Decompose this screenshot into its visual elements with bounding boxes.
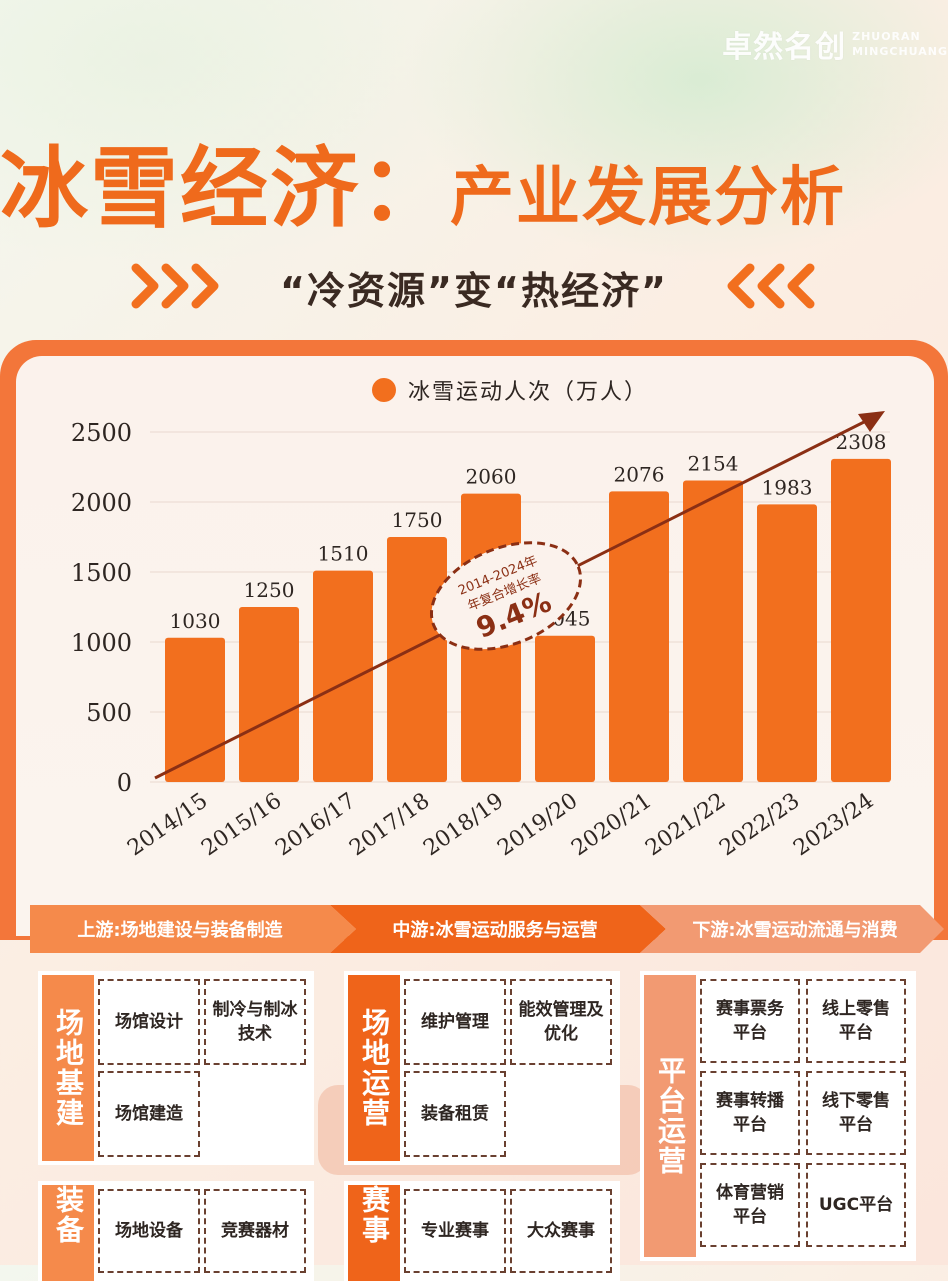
brand-name-en-line1: ZHUORAN	[852, 30, 921, 43]
downstream-arrow	[640, 905, 944, 953]
data-label: 1510	[318, 542, 369, 566]
chevrons-left-icon	[727, 263, 815, 309]
legend-marker	[372, 378, 396, 402]
data-label: 2308	[836, 430, 887, 454]
bar	[165, 637, 225, 782]
data-label: 1250	[244, 578, 295, 602]
item-competition-gear: 竞赛器材	[204, 1189, 306, 1273]
bar	[683, 480, 743, 782]
bar	[313, 570, 373, 782]
x-tick-label: 2023/24	[789, 788, 878, 861]
data-label: 1750	[392, 508, 443, 532]
y-tick-label: 500	[86, 699, 132, 727]
x-tick-label: 2017/18	[345, 788, 434, 861]
bar-chart: 0 500 1000 1500 2000 2500 1030 2014/15 1250 2015/…	[71, 411, 891, 861]
group-label-site-infrastructure: 场地基建	[42, 975, 94, 1161]
x-tick-label: 2020/21	[567, 788, 656, 861]
cagr-ellipse	[429, 541, 583, 651]
x-tick-label: 2016/17	[271, 788, 360, 861]
item-ugc-platform: UGC平台	[806, 1163, 906, 1247]
bar	[535, 635, 595, 782]
bar	[387, 537, 447, 782]
group-label-equipment: 装备	[42, 1185, 94, 1281]
chevrons-right-icon	[131, 263, 219, 309]
chart-legend: 冰雪运动人次（万人）	[372, 374, 648, 406]
item-refrigeration-tech: 制冷与制冰 技术	[204, 979, 306, 1065]
page-title-sub: 产业发展分析	[450, 161, 847, 235]
data-label: 2154	[688, 451, 739, 475]
legend-label: 冰雪运动人次（万人）	[408, 380, 649, 405]
brand-logo: 卓然名创 ZHUORAN MINGCHUANG	[722, 22, 948, 66]
group-label-platform-operation: 平台运营	[644, 975, 696, 1257]
item-pro-events: 专业赛事	[404, 1189, 506, 1273]
midstream-label: 中游:冰雪运动服务与运营	[392, 920, 598, 941]
upstream-label: 上游:场地建设与装备制造	[77, 920, 283, 941]
item-online-retail-platform: 线上零售 平台	[806, 979, 906, 1063]
item-sports-marketing-platform: 体育营销 平台	[700, 1163, 800, 1247]
y-tick-label: 1500	[71, 559, 132, 587]
page-title: 冰雪经济：产业发展分析	[0, 118, 948, 245]
brand-name-en-line2: MINGCHUANG	[852, 45, 948, 58]
bar	[757, 504, 817, 782]
item-mass-events: 大众赛事	[510, 1189, 612, 1273]
data-label: 1030	[170, 609, 221, 633]
y-tick-label: 2000	[71, 489, 132, 517]
page-subtitle: “冷资源”变“热经济”	[280, 269, 668, 313]
upstream-arrow	[30, 905, 356, 953]
page-title-main: 冰雪经济：	[0, 137, 451, 240]
group-label-site-operation: 场地运营	[348, 975, 400, 1161]
brand-name-cn: 卓然名创	[722, 30, 847, 65]
item-equipment-rental: 装备租赁	[404, 1071, 506, 1157]
x-tick-label: 2018/19	[419, 788, 508, 861]
item-offline-retail-platform: 线下零售 平台	[806, 1071, 906, 1155]
bar	[831, 458, 891, 782]
brand-name-en: ZHUORAN MINGCHUANG	[852, 29, 948, 59]
x-tick-label: 2022/23	[715, 788, 804, 861]
x-tick-label: 2014/15	[123, 788, 212, 861]
y-tick-label: 2500	[71, 419, 132, 447]
item-venue-design: 场馆设计	[98, 979, 200, 1065]
x-tick-label: 2019/20	[493, 788, 582, 861]
x-tick-label: 2015/16	[197, 788, 286, 861]
data-label: 2076	[614, 462, 665, 486]
item-maintenance: 维护管理	[404, 979, 506, 1065]
midstream-arrow	[330, 905, 666, 953]
trend-arrow-head	[858, 411, 885, 432]
data-label: 1983	[762, 475, 813, 499]
y-tick-label: 0	[117, 769, 132, 797]
item-venue-equipment: 场地设备	[98, 1189, 200, 1273]
stage-arrows	[30, 905, 944, 953]
item-broadcast-platform: 赛事转播 平台	[700, 1071, 800, 1155]
x-tick-label: 2021/22	[641, 788, 730, 861]
group-label-events: 赛事	[348, 1185, 400, 1281]
subtitle-row: “冷资源”变“热经济”	[0, 250, 948, 322]
downstream-label: 下游:冰雪运动流通与消费	[692, 920, 898, 941]
item-venue-construction: 场馆建造	[98, 1071, 200, 1157]
value-chain: 上游:场地建设与装备制造 中游:冰雪运动服务与运营 下游:冰雪运动流通与消费 场…	[0, 895, 948, 1281]
y-tick-label: 1000	[71, 629, 132, 657]
item-ticketing-platform: 赛事票务 平台	[700, 979, 800, 1063]
bar	[239, 607, 299, 782]
bar	[609, 491, 669, 782]
data-label: 2060	[466, 465, 517, 489]
item-energy-management: 能效管理及 优化	[510, 979, 612, 1065]
